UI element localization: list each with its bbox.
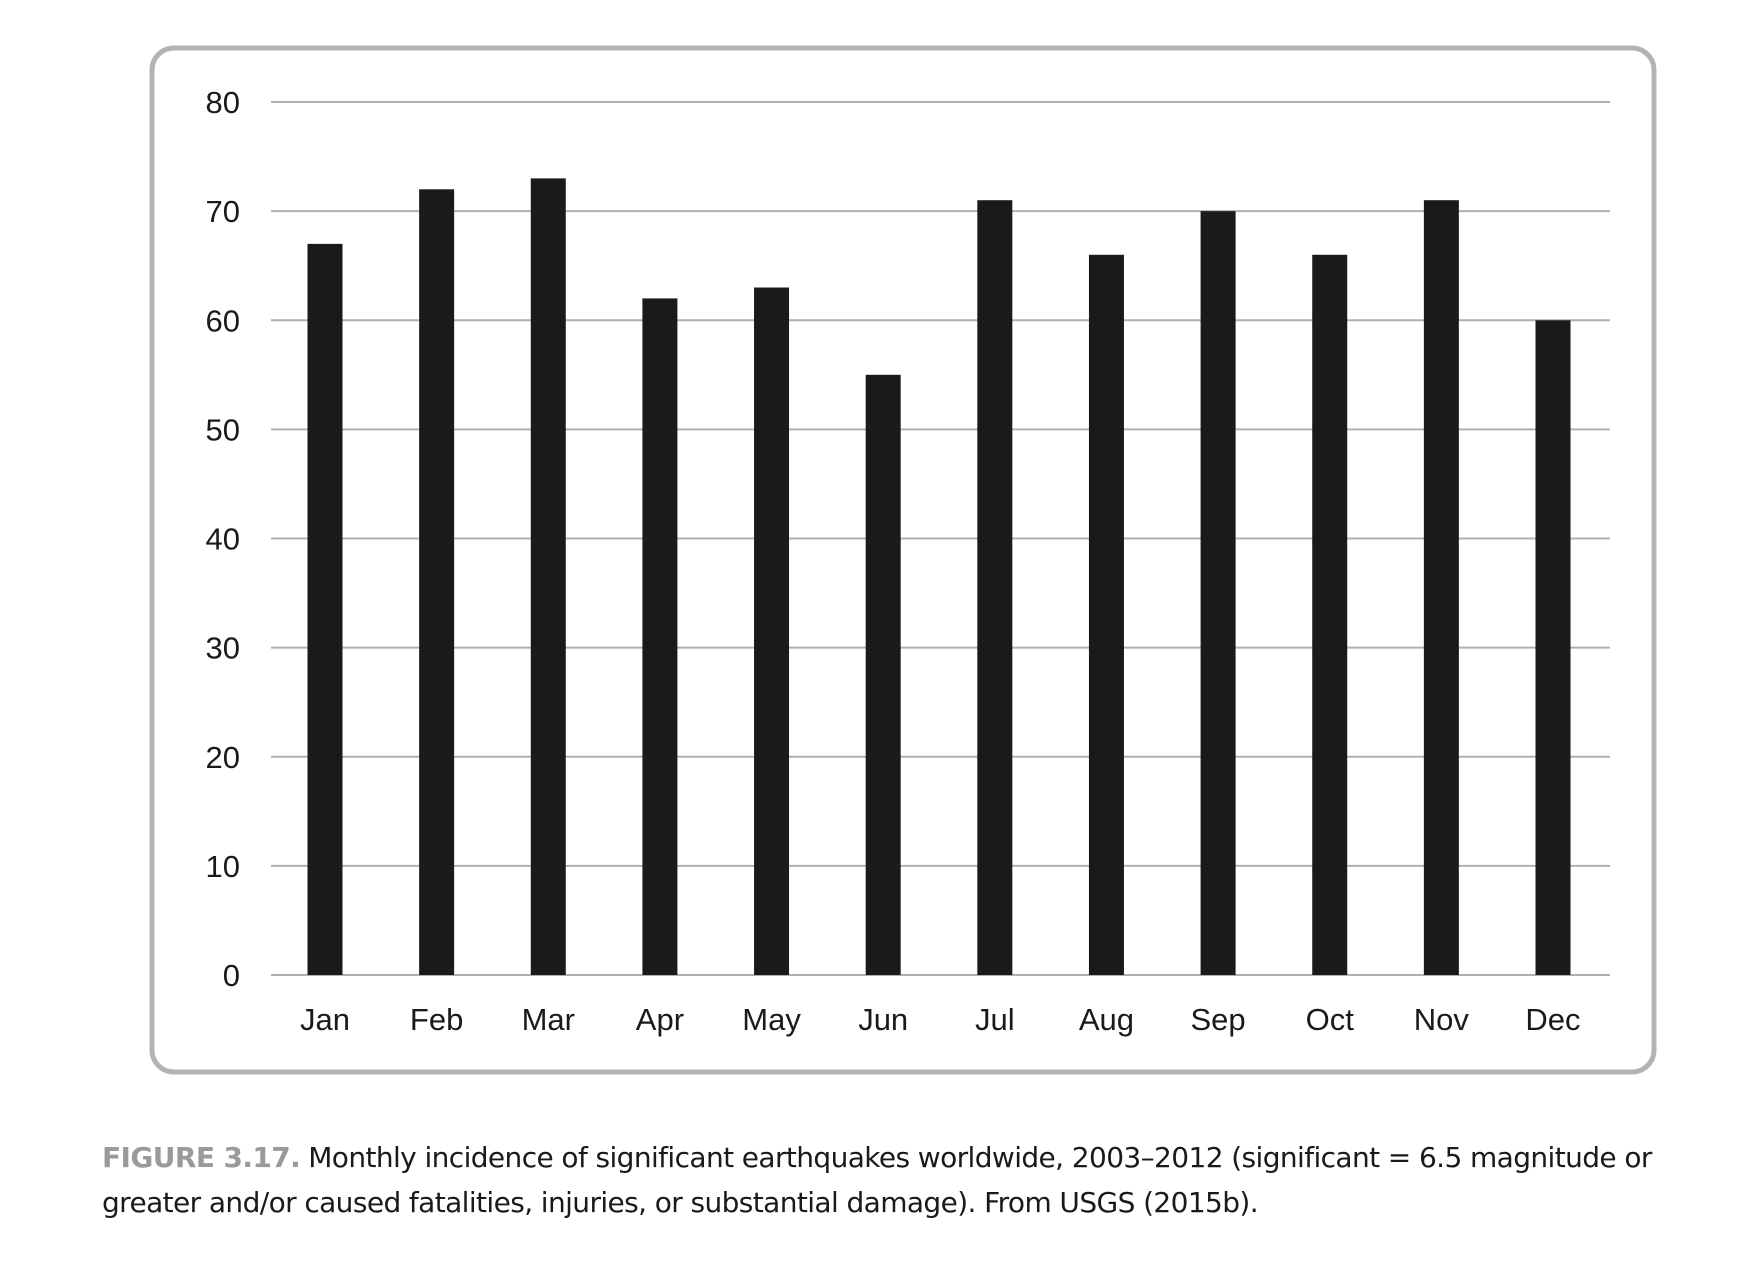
y-tick-label: 70 xyxy=(206,194,240,229)
bar-aug xyxy=(1088,254,1124,975)
x-tick-label: Jan xyxy=(300,1002,350,1037)
x-tick-label: Jul xyxy=(975,1002,1015,1037)
x-tick-label: Feb xyxy=(410,1002,463,1037)
bar-jan xyxy=(307,243,343,976)
bars xyxy=(307,178,1571,976)
bar-jun xyxy=(865,374,901,975)
y-tick-label: 40 xyxy=(206,522,240,557)
gridlines xyxy=(271,101,1610,976)
y-tick-label: 20 xyxy=(206,740,240,775)
y-tick-label: 0 xyxy=(223,958,240,993)
figure-label: FIGURE 3.17. xyxy=(102,1141,301,1174)
x-tick-label: Nov xyxy=(1414,1002,1470,1037)
y-tick-label: 10 xyxy=(206,849,240,884)
y-tick-label: 60 xyxy=(206,303,240,338)
bar-may xyxy=(754,287,790,975)
x-tick-label: Apr xyxy=(636,1002,684,1037)
x-tick-label: Sep xyxy=(1191,1002,1246,1037)
x-tick-label: Mar xyxy=(522,1002,575,1037)
bar-feb xyxy=(419,189,455,976)
x-tick-label: Oct xyxy=(1306,1002,1355,1037)
figure-caption: FIGURE 3.17. Monthly incidence of signifi… xyxy=(102,1135,1722,1225)
x-axis-ticks: Jan Feb Mar Apr May Jun Jul Aug Sep Oct Nov Dec xyxy=(300,1002,1581,1037)
bar-oct xyxy=(1312,254,1348,975)
y-tick-label: 80 xyxy=(206,85,240,120)
bar-dec xyxy=(1535,320,1571,975)
bar-mar xyxy=(530,178,566,975)
y-axis-ticks: 0 10 20 30 40 50 60 70 80 xyxy=(206,85,240,993)
y-tick-label: 50 xyxy=(206,412,240,447)
caption-text: Monthly incidence of significant earthqu… xyxy=(102,1141,1652,1219)
bar-jul xyxy=(977,200,1013,975)
x-tick-label: Aug xyxy=(1079,1002,1134,1037)
chart-frame xyxy=(149,45,1657,1075)
x-tick-label: Dec xyxy=(1525,1002,1580,1037)
bar-sep xyxy=(1200,211,1236,975)
bar-apr xyxy=(642,298,678,975)
bar-nov xyxy=(1423,200,1459,975)
y-tick-label: 30 xyxy=(206,631,240,666)
x-tick-label: Jun xyxy=(858,1002,908,1037)
x-tick-label: May xyxy=(742,1002,801,1037)
